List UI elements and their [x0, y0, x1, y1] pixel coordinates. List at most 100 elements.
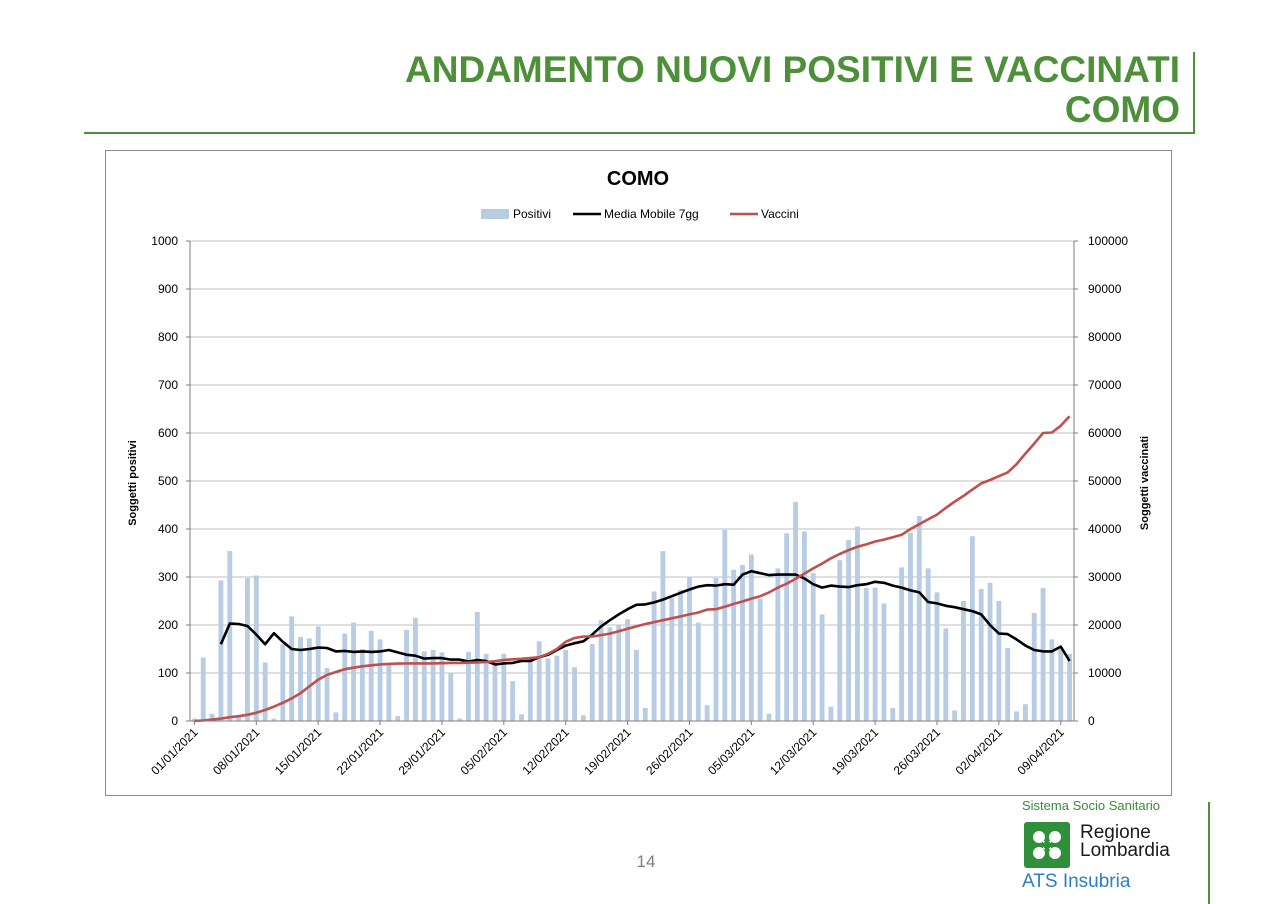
- positivi-bar: [651, 591, 657, 721]
- positivi-bar: [333, 712, 339, 721]
- x-tick-label: 12/03/2021: [767, 725, 820, 778]
- y-tick-label: 700: [158, 378, 178, 392]
- positivi-bar: [589, 644, 595, 721]
- x-tick-label: 05/02/2021: [458, 725, 511, 778]
- slide-title-line1: ANDAMENTO NUOVI POSITIVI E VACCINATI: [405, 49, 1180, 90]
- positivi-bar: [881, 603, 887, 721]
- x-tick-label: 22/01/2021: [334, 725, 387, 778]
- positivi-bar: [448, 673, 454, 721]
- x-tick-label: 12/02/2021: [519, 725, 572, 778]
- positivi-bar: [969, 536, 975, 721]
- positivi-bar: [572, 667, 577, 721]
- positivi-bar: [466, 651, 471, 721]
- positivi-bar: [501, 653, 507, 721]
- positivi-bar: [660, 551, 666, 721]
- y2-tick-label: 30000: [1088, 570, 1122, 584]
- positivi-bar: [1022, 704, 1028, 721]
- y-tick-label: 200: [158, 618, 178, 632]
- positivi-bar: [306, 638, 312, 721]
- brand-system-label: Sistema Socio Sanitario: [1022, 798, 1161, 813]
- positivi-bar: [200, 657, 206, 721]
- positivi-bar: [1005, 648, 1011, 721]
- positivi-bar: [598, 620, 604, 721]
- positivi-bar: [536, 641, 542, 721]
- y2-tick-label: 60000: [1088, 426, 1122, 440]
- y2-tick-label: 50000: [1088, 474, 1122, 488]
- y-tick-label: 500: [158, 474, 178, 488]
- positivi-bar: [633, 649, 639, 721]
- positivi-bar: [784, 533, 790, 721]
- legend-label-positivi: Positivi: [513, 207, 551, 221]
- positivi-bar: [731, 569, 737, 721]
- positivi-bar: [757, 598, 763, 721]
- y2-tick-label: 80000: [1088, 330, 1122, 344]
- positivi-bar: [236, 716, 242, 721]
- positivi-bar: [580, 715, 586, 721]
- positivi-bar: [492, 662, 498, 721]
- positivi-bar: [262, 662, 268, 721]
- y2-tick-label: 10000: [1088, 666, 1122, 680]
- page-number: 14: [636, 852, 656, 871]
- positivi-bar: [368, 630, 374, 721]
- positivi-bar: [899, 567, 905, 721]
- positivi-bar: [996, 601, 1002, 721]
- positivi-bar: [890, 708, 896, 721]
- positivi-bar: [872, 587, 878, 721]
- brand-region-line1: Regione: [1080, 822, 1151, 843]
- positivi-bar: [545, 658, 551, 721]
- positivi-bar: [474, 612, 480, 721]
- positivi-bar: [324, 668, 330, 721]
- positivi-bar: [457, 718, 463, 721]
- positivi-bar: [961, 601, 966, 721]
- positivi-bar: [404, 629, 410, 721]
- positivi-bar: [943, 628, 949, 721]
- brand-agency: ATS Insubria: [1022, 871, 1131, 892]
- combo-chart: COMO Positivi Media Mobile 7gg Vaccini 0 10…: [127, 168, 1151, 778]
- positivi-bar: [298, 637, 303, 721]
- positivi-bar: [253, 575, 259, 721]
- positivi-bar: [1049, 639, 1055, 721]
- positivi-bar: [854, 526, 860, 721]
- positivi-bar: [916, 516, 922, 721]
- positivi-bar: [695, 622, 701, 721]
- y2-tick-label: 70000: [1088, 378, 1122, 392]
- vaccini-line: [194, 415, 1071, 723]
- y2-tick-label: 90000: [1088, 282, 1122, 296]
- y-tick-label: 0: [171, 714, 178, 728]
- positivi-bar: [412, 617, 418, 721]
- positivi-bar: [430, 649, 436, 721]
- positivi-bar: [837, 560, 843, 721]
- positivi-bar: [687, 576, 692, 721]
- brand-region-line2: Lombardia: [1080, 840, 1170, 861]
- positivi-bar: [978, 589, 984, 721]
- positivi-bar: [925, 568, 931, 721]
- x-tick-label: 19/02/2021: [581, 725, 634, 778]
- positivi-bar: [245, 577, 250, 721]
- positivi-bar: [678, 589, 684, 721]
- positivi-bar: [359, 649, 365, 721]
- positivi-bar: [218, 580, 224, 721]
- positivi-bar: [863, 588, 869, 721]
- chart-lines: [194, 415, 1071, 723]
- positivi-bar: [713, 577, 719, 721]
- y2-tick-label: 100000: [1088, 234, 1128, 248]
- y-tick-label: 1000: [151, 234, 178, 248]
- x-tick-label: 29/01/2021: [396, 725, 449, 778]
- brand-divider: [1208, 802, 1210, 904]
- positivi-bar: [510, 681, 516, 721]
- positivi-bar: [377, 639, 383, 721]
- positivi-bar: [315, 626, 321, 721]
- positivi-bar: [271, 718, 277, 721]
- y-tick-label: 800: [158, 330, 178, 344]
- positivi-bar: [227, 551, 233, 721]
- x-tick-label: 02/04/2021: [953, 725, 1006, 778]
- y2-tick-label: 20000: [1088, 618, 1122, 632]
- positivi-bar: [1014, 711, 1019, 721]
- y-tick-label: 600: [158, 426, 178, 440]
- positivi-bar: [1040, 588, 1046, 721]
- x-tick-label: 19/03/2021: [829, 725, 882, 778]
- positivi-bar: [386, 663, 392, 721]
- title-divider-vertical: [1193, 52, 1195, 134]
- x-tick-label: 08/01/2021: [210, 725, 263, 778]
- positivi-bar: [1058, 649, 1064, 721]
